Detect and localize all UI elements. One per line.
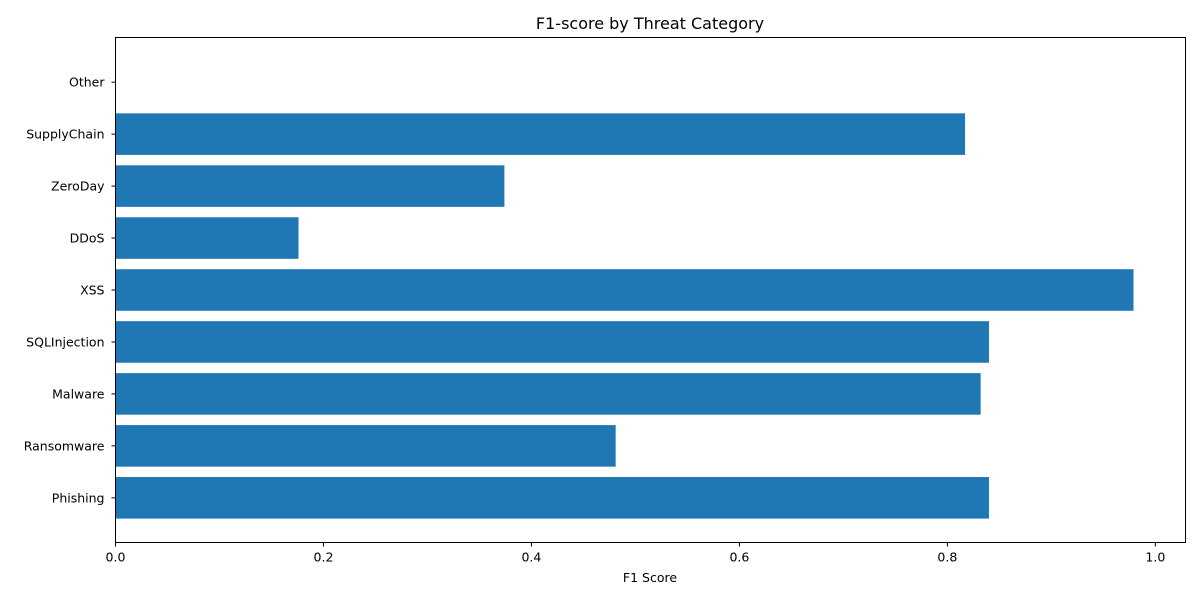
y-tick-label: XSS: [80, 283, 104, 298]
bar-sqlinjection: [115, 321, 989, 363]
chart-title: F1-score by Threat Category: [536, 14, 764, 33]
y-tick-label: Phishing: [52, 490, 105, 505]
bar-xss: [115, 269, 1134, 311]
bar-ddos: [115, 217, 299, 259]
bar-supplychain: [115, 113, 966, 155]
y-tick-label: ZeroDay: [51, 179, 105, 194]
y-tick-label: SupplyChain: [26, 127, 104, 142]
x-axis-ticks: 0.0 0.2 0.4 0.6 0.8 1.0: [106, 542, 1165, 565]
bar-phishing: [115, 477, 989, 519]
x-tick-label: 0.0: [106, 550, 126, 565]
x-tick-label: 0.4: [521, 550, 541, 565]
x-tick-label: 0.2: [314, 550, 334, 565]
bar-ransomware: [115, 425, 616, 467]
x-tick-label: 0.6: [729, 550, 749, 565]
y-tick-label: DDoS: [70, 231, 105, 246]
bar-malware: [115, 373, 981, 415]
x-tick-label: 0.8: [937, 550, 957, 565]
bar-zeroday: [115, 165, 505, 207]
y-tick-label: Other: [69, 75, 105, 90]
x-tick-label: 1.0: [1145, 550, 1165, 565]
y-axis-ticks: Phishing Ransomware Malware SQLInjection XSS…: [24, 75, 116, 505]
x-axis-label: F1 Score: [623, 570, 677, 585]
y-tick-label: Malware: [52, 386, 105, 401]
y-tick-label: SQLInjection: [26, 334, 104, 349]
y-tick-label: Ransomware: [24, 438, 105, 453]
bars-group: [115, 113, 1134, 519]
plot-frame: [115, 37, 1186, 543]
